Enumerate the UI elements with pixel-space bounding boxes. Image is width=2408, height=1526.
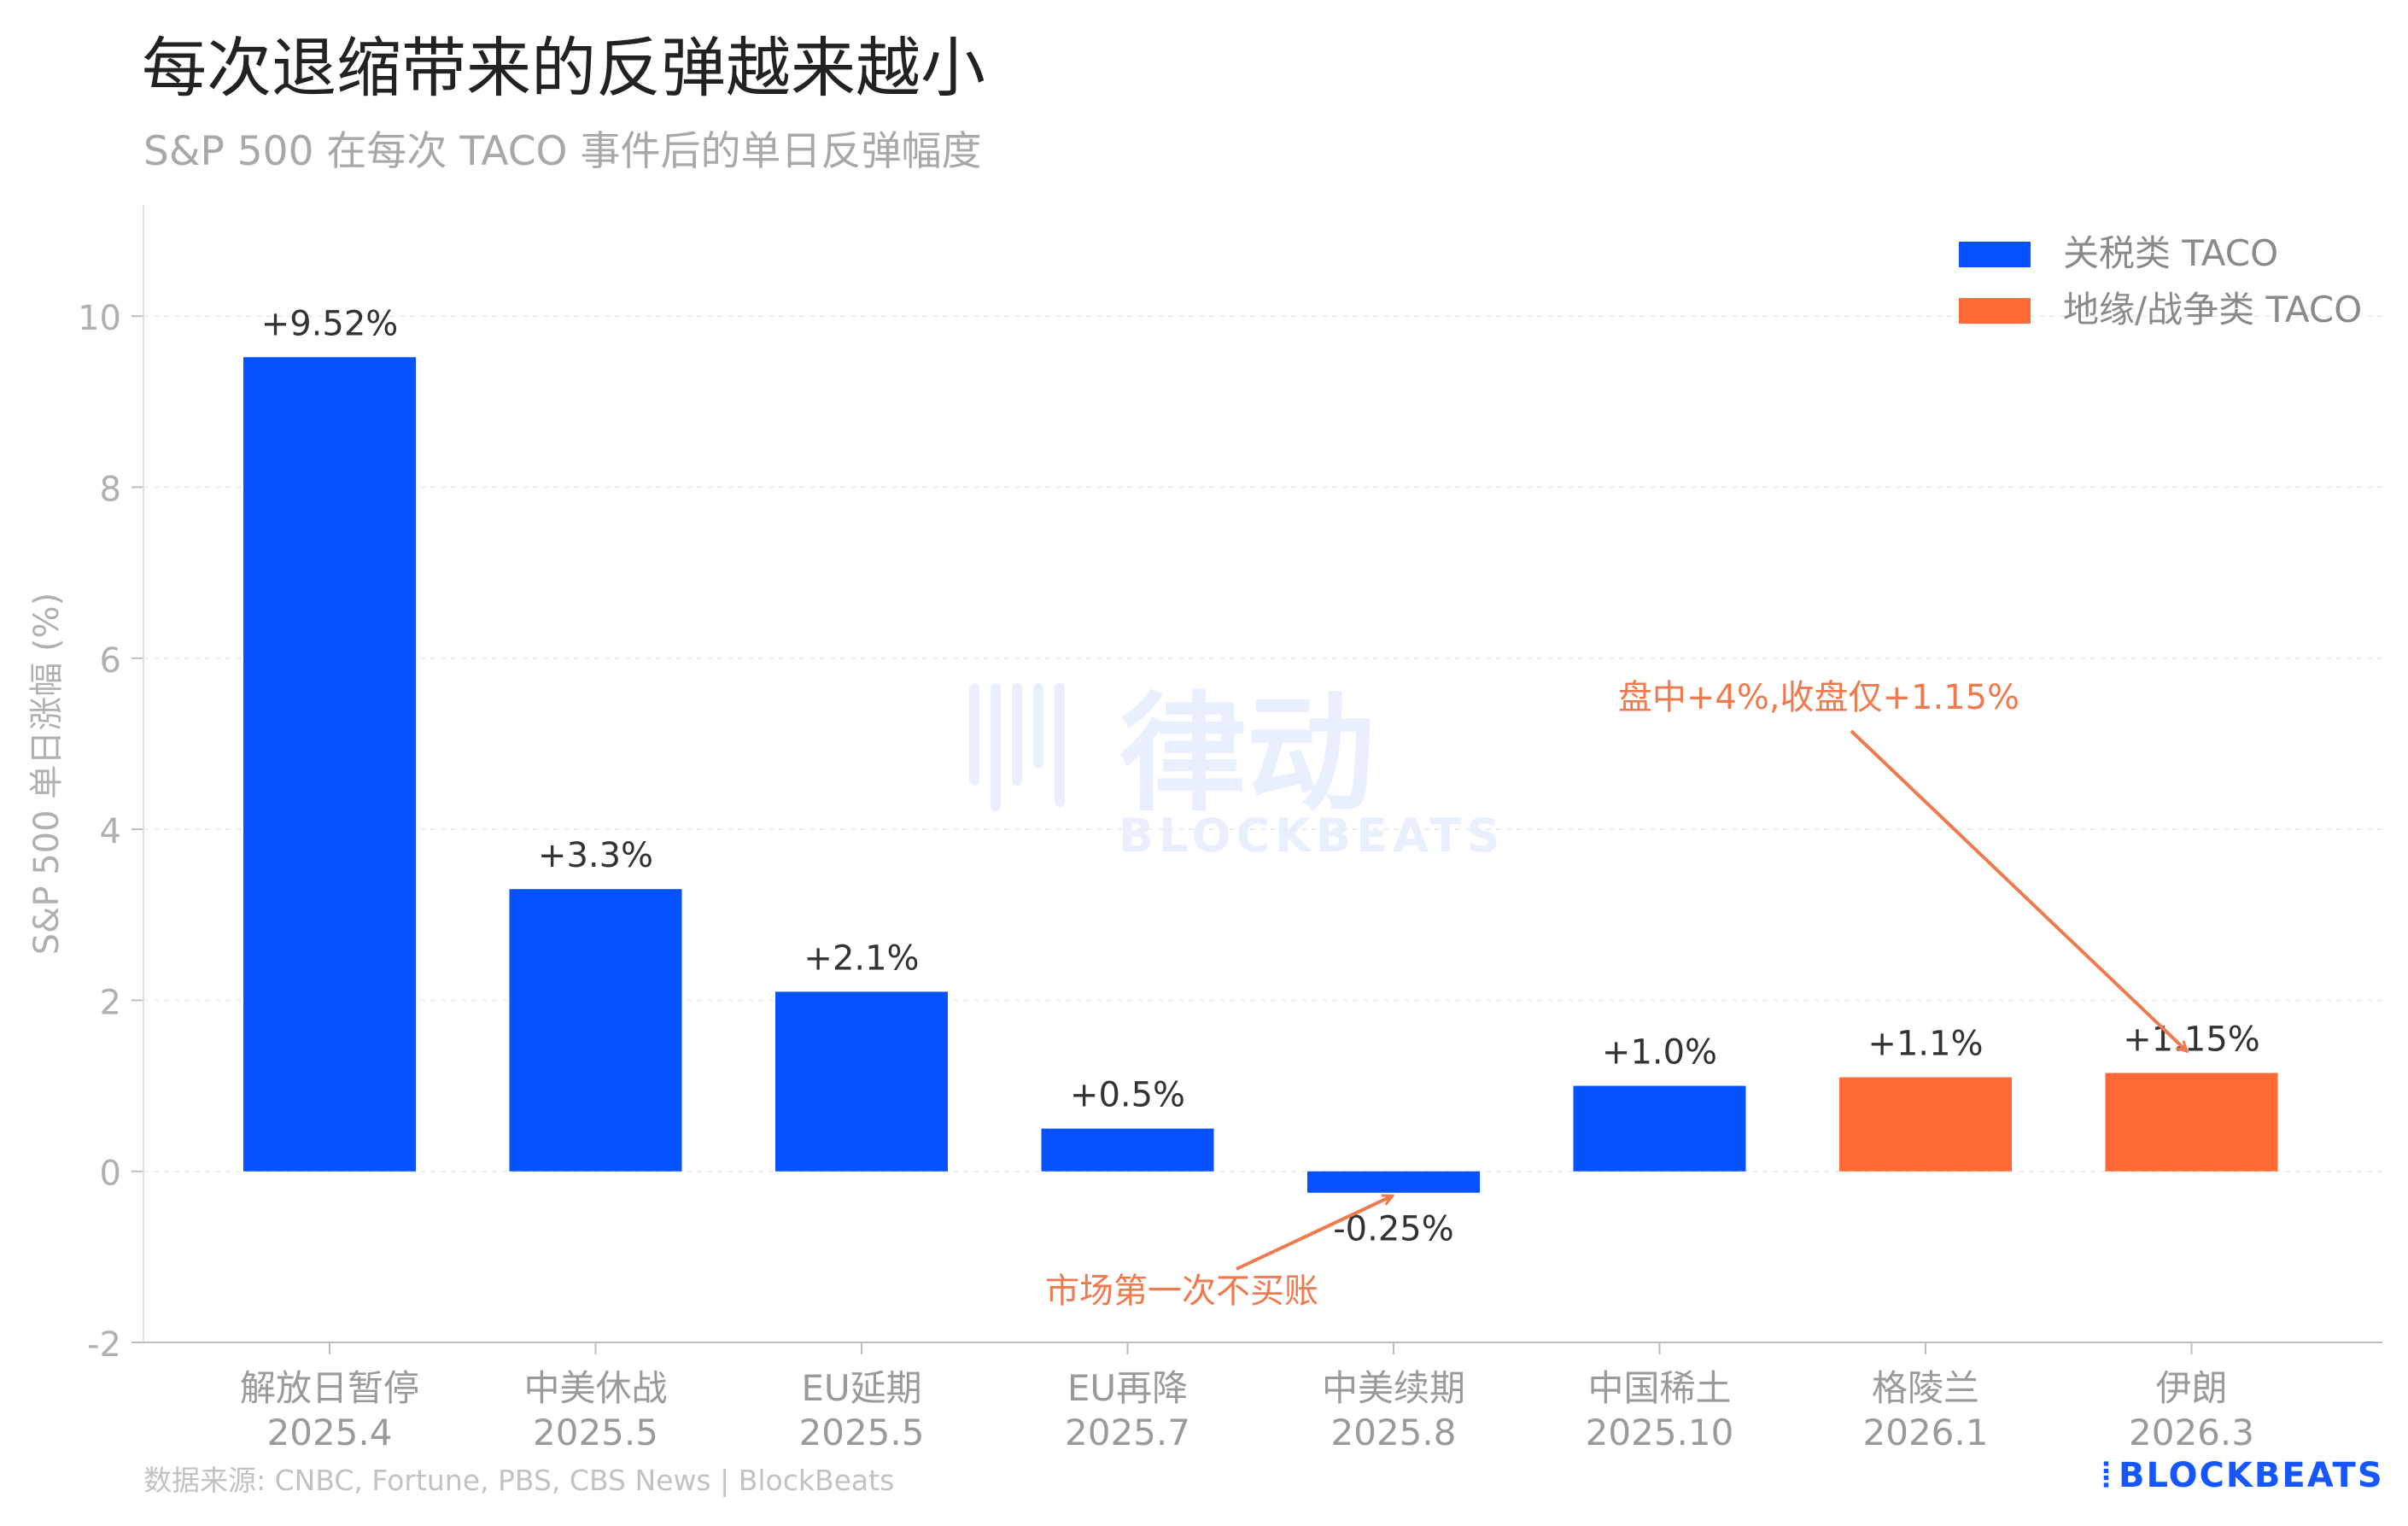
bar	[1041, 1128, 1214, 1172]
x-tick-sublabel: 2025.7	[1065, 1412, 1190, 1453]
data-source: 数据来源: CNBC, Fortune, PBS, CBS News | Blo…	[143, 1464, 895, 1497]
legend-swatch	[1959, 242, 2031, 267]
x-tick-sublabel: 2025.10	[1586, 1412, 1734, 1453]
x-tick-label: EU延期	[801, 1367, 921, 1409]
watermark-cn: 律动	[1119, 681, 1375, 829]
x-tick-label: 解放日暂停	[240, 1367, 419, 1409]
annotation-arrow	[1850, 729, 2187, 1051]
chart-title: 每次退缩带来的反弹越来越小	[142, 30, 985, 106]
brand-mark-icon: ⦙	[2102, 1456, 2112, 1495]
watermark: 律动 BLOCKBEATS	[969, 681, 1505, 862]
y-tick-label: 8	[100, 470, 121, 509]
x-tick-sublabel: 2026.3	[2129, 1412, 2254, 1453]
annotation-text: 盘中+4%,收盘仅+1.15%	[1618, 678, 2019, 717]
y-tick-label: 0	[100, 1155, 121, 1194]
y-tick-label: 6	[100, 641, 121, 681]
x-tick-label: 中美休战	[523, 1367, 667, 1409]
bar-value-label: -0.25%	[1333, 1210, 1454, 1249]
x-tick-sublabel: 2025.8	[1331, 1412, 1457, 1453]
legend-label: 关税类 TACO	[2063, 232, 2278, 274]
x-tick-label: 中美续期	[1322, 1367, 1465, 1409]
annotation-text: 市场第一次不买账	[1045, 1272, 1318, 1311]
x-tick-sublabel: 2026.1	[1863, 1412, 1989, 1453]
x-tick-label: EU再降	[1067, 1367, 1188, 1409]
y-axis-title: S&P 500 单日涨幅 (%)	[27, 593, 67, 955]
legend-swatch	[1959, 298, 2031, 324]
bar-value-label: +9.52%	[261, 304, 399, 343]
x-tick-sublabel: 2025.4	[267, 1412, 393, 1453]
legend-label: 地缘/战争类 TACO	[2063, 289, 2362, 330]
bar-value-label: +1.0%	[1602, 1033, 1717, 1073]
bar-value-label: +2.1%	[804, 938, 919, 978]
bar	[509, 889, 682, 1172]
y-tick-label: -2	[87, 1325, 121, 1365]
bar	[2105, 1073, 2278, 1172]
bar-value-label: +0.5%	[1070, 1076, 1185, 1115]
brand-logo: ⦙ BLOCKBEATS	[2102, 1456, 2384, 1495]
y-tick-label: 2	[100, 983, 121, 1022]
bar-value-label: +3.3%	[538, 836, 653, 875]
bar	[1839, 1077, 2012, 1172]
x-tick-sublabel: 2025.5	[799, 1412, 925, 1453]
bar	[243, 357, 416, 1172]
bar-value-label: +1.15%	[2123, 1020, 2260, 1060]
bar	[775, 991, 948, 1172]
bar-value-label: +1.1%	[1867, 1025, 1983, 1064]
y-tick-label: 10	[78, 299, 121, 338]
y-tick-label: 4	[100, 812, 121, 851]
x-tick-label: 伊朗	[2155, 1367, 2227, 1409]
brand-name: BLOCKBEATS	[2118, 1456, 2384, 1495]
annotation-arrow	[1236, 1196, 1392, 1271]
x-tick-sublabel: 2025.5	[533, 1412, 658, 1453]
chart-subtitle: S&P 500 在每次 TACO 事件后的单日反弹幅度	[143, 128, 982, 175]
x-tick-label: 格陵兰	[1872, 1367, 1979, 1409]
bar	[1573, 1085, 1746, 1172]
watermark-en: BLOCKBEATS	[1119, 809, 1505, 862]
bar	[1307, 1171, 1480, 1193]
x-tick-label: 中国稀土	[1587, 1367, 1731, 1409]
